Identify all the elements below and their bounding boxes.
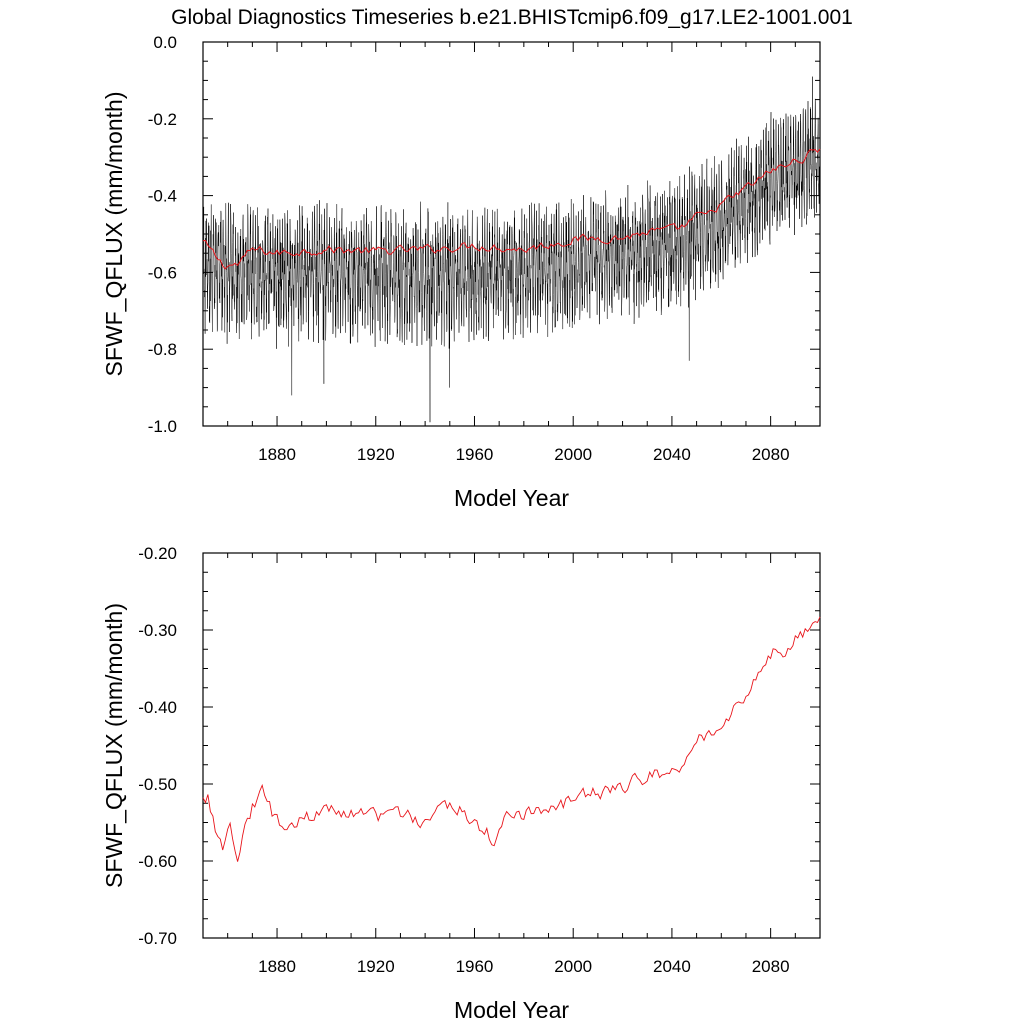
y-tick-label: -0.60 xyxy=(138,852,177,871)
y-tick-label: -0.50 xyxy=(138,775,177,794)
top-y-axis-title: SFWF_QFLUX (mm/month) xyxy=(101,92,127,377)
bottom-axis-ticks: 1880 1920 1960 2000 2040 2080 -0.20 -0.30 -0.40 -… xyxy=(138,544,821,976)
top-panel: 1880 1920 1960 2000 2040 2080 0.0 -0.2 -0.4 -0.6 -… xyxy=(101,33,821,511)
x-tick-label: 1960 xyxy=(456,445,494,464)
annual-mean-series-line xyxy=(202,148,821,270)
y-tick-label: -0.6 xyxy=(148,263,177,282)
bottom-y-axis-title: SFWF_QFLUX (mm/month) xyxy=(101,603,127,888)
y-tick-label: -0.4 xyxy=(148,187,177,206)
y-tick-label: -1.0 xyxy=(148,417,177,436)
y-tick-label: -0.20 xyxy=(138,544,177,563)
y-tick-label: -0.30 xyxy=(138,621,177,640)
x-tick-label: 2000 xyxy=(554,445,592,464)
x-tick-label: 2040 xyxy=(653,445,691,464)
annual-mean-series-line xyxy=(202,616,821,862)
x-tick-label: 1880 xyxy=(258,445,296,464)
y-tick-label: -0.70 xyxy=(138,929,177,948)
y-tick-label: -0.40 xyxy=(138,698,177,717)
x-tick-label: 1880 xyxy=(258,957,296,976)
y-tick-label: 0.0 xyxy=(153,33,177,52)
bottom-x-axis-title: Model Year xyxy=(454,997,569,1023)
top-axis-ticks: 1880 1920 1960 2000 2040 2080 0.0 -0.2 -0.4 -0.6 -… xyxy=(148,33,821,464)
x-tick-label: 2000 xyxy=(554,957,592,976)
x-tick-label: 1960 xyxy=(456,957,494,976)
x-tick-label: 2040 xyxy=(653,957,691,976)
x-tick-label: 1920 xyxy=(357,957,395,976)
x-tick-label: 2080 xyxy=(752,957,790,976)
x-tick-label: 2080 xyxy=(752,445,790,464)
monthly-series-line xyxy=(202,76,821,423)
y-tick-label: -0.2 xyxy=(148,110,177,129)
bottom-panel: 1880 1920 1960 2000 2040 2080 -0.20 -0.30 -0.40 -… xyxy=(101,544,821,1023)
bottom-plot-frame xyxy=(202,552,821,939)
top-x-axis-title: Model Year xyxy=(454,485,569,511)
chart-title: Global Diagnostics Timeseries b.e21.BHIS… xyxy=(171,6,853,29)
x-tick-label: 1920 xyxy=(357,445,395,464)
y-tick-label: -0.8 xyxy=(148,340,177,359)
bottom-series xyxy=(202,616,821,862)
top-series xyxy=(202,76,821,423)
